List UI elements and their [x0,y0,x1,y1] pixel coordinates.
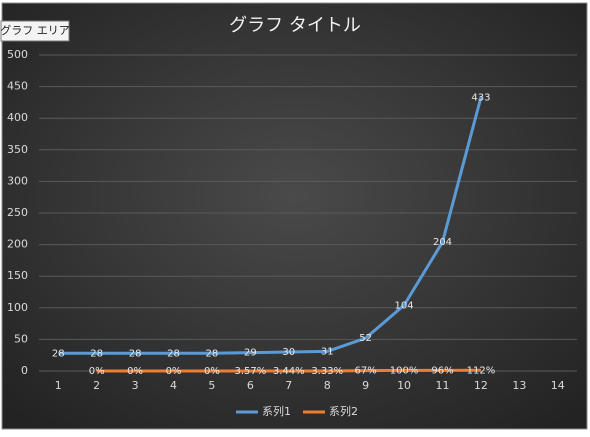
legend-label: 系列2 [329,404,358,418]
y-tick-label: 350 [7,143,28,156]
data-label: 100% [390,365,419,376]
x-tick-label: 11 [436,379,450,392]
tooltip-box [0,20,70,42]
data-label: 28 [129,348,142,359]
data-label: 67% [355,366,377,377]
y-tick-label: 200 [7,238,28,251]
x-tick-label: 12 [474,379,488,392]
x-tick-label: 9 [362,379,369,392]
x-tick-label: 10 [397,379,411,392]
x-tick-label: 7 [285,379,292,392]
x-tick-label: 14 [551,379,565,392]
chart-area[interactable] [1,2,588,430]
y-tick-label: 500 [7,48,28,61]
data-label: 204 [433,237,452,248]
data-label: 28 [90,348,103,359]
data-label: 96% [431,365,453,376]
series-line [58,96,483,355]
x-tick-label: 5 [208,379,215,392]
x-tick-label: 3 [132,379,139,392]
data-label: 28 [206,348,219,359]
y-tick-label: 250 [7,206,28,219]
x-tick-label: 6 [247,379,254,392]
data-label: 112% [467,365,496,376]
data-label: 104 [395,300,414,311]
y-tick-label: 100 [7,301,28,314]
tooltip: グラフ エリア [0,23,70,37]
data-label: 3.44% [273,366,305,377]
data-label: 29 [244,348,257,359]
data-label: 31 [321,346,334,357]
legend-label: 系列1 [262,404,291,418]
y-tick-label: 450 [7,80,28,93]
data-label: 0% [204,366,220,377]
chart-title: グラフ タイトル [229,15,361,36]
data-label: 3.57% [234,366,266,377]
data-label: 28 [167,348,180,359]
data-label: 0% [89,366,105,377]
x-tick-label: 1 [55,379,62,392]
data-label: 0% [166,366,182,377]
data-label: 433 [471,92,490,103]
data-label: 28 [52,348,65,359]
x-tick-label: 8 [324,379,331,392]
y-tick-label: 50 [14,332,28,345]
y-tick-label: 400 [7,111,28,124]
x-tick-label: 4 [170,379,177,392]
data-label: 0% [127,366,143,377]
series-line [96,368,481,373]
data-label: 3.33% [311,366,343,377]
y-tick-label: 300 [7,174,28,187]
data-label: 52 [359,333,372,344]
y-tick-label: 150 [7,269,28,282]
x-tick-label: 2 [93,379,100,392]
y-tick-label: 0 [21,364,28,377]
data-label: 30 [282,347,295,358]
x-tick-label: 13 [512,379,526,392]
